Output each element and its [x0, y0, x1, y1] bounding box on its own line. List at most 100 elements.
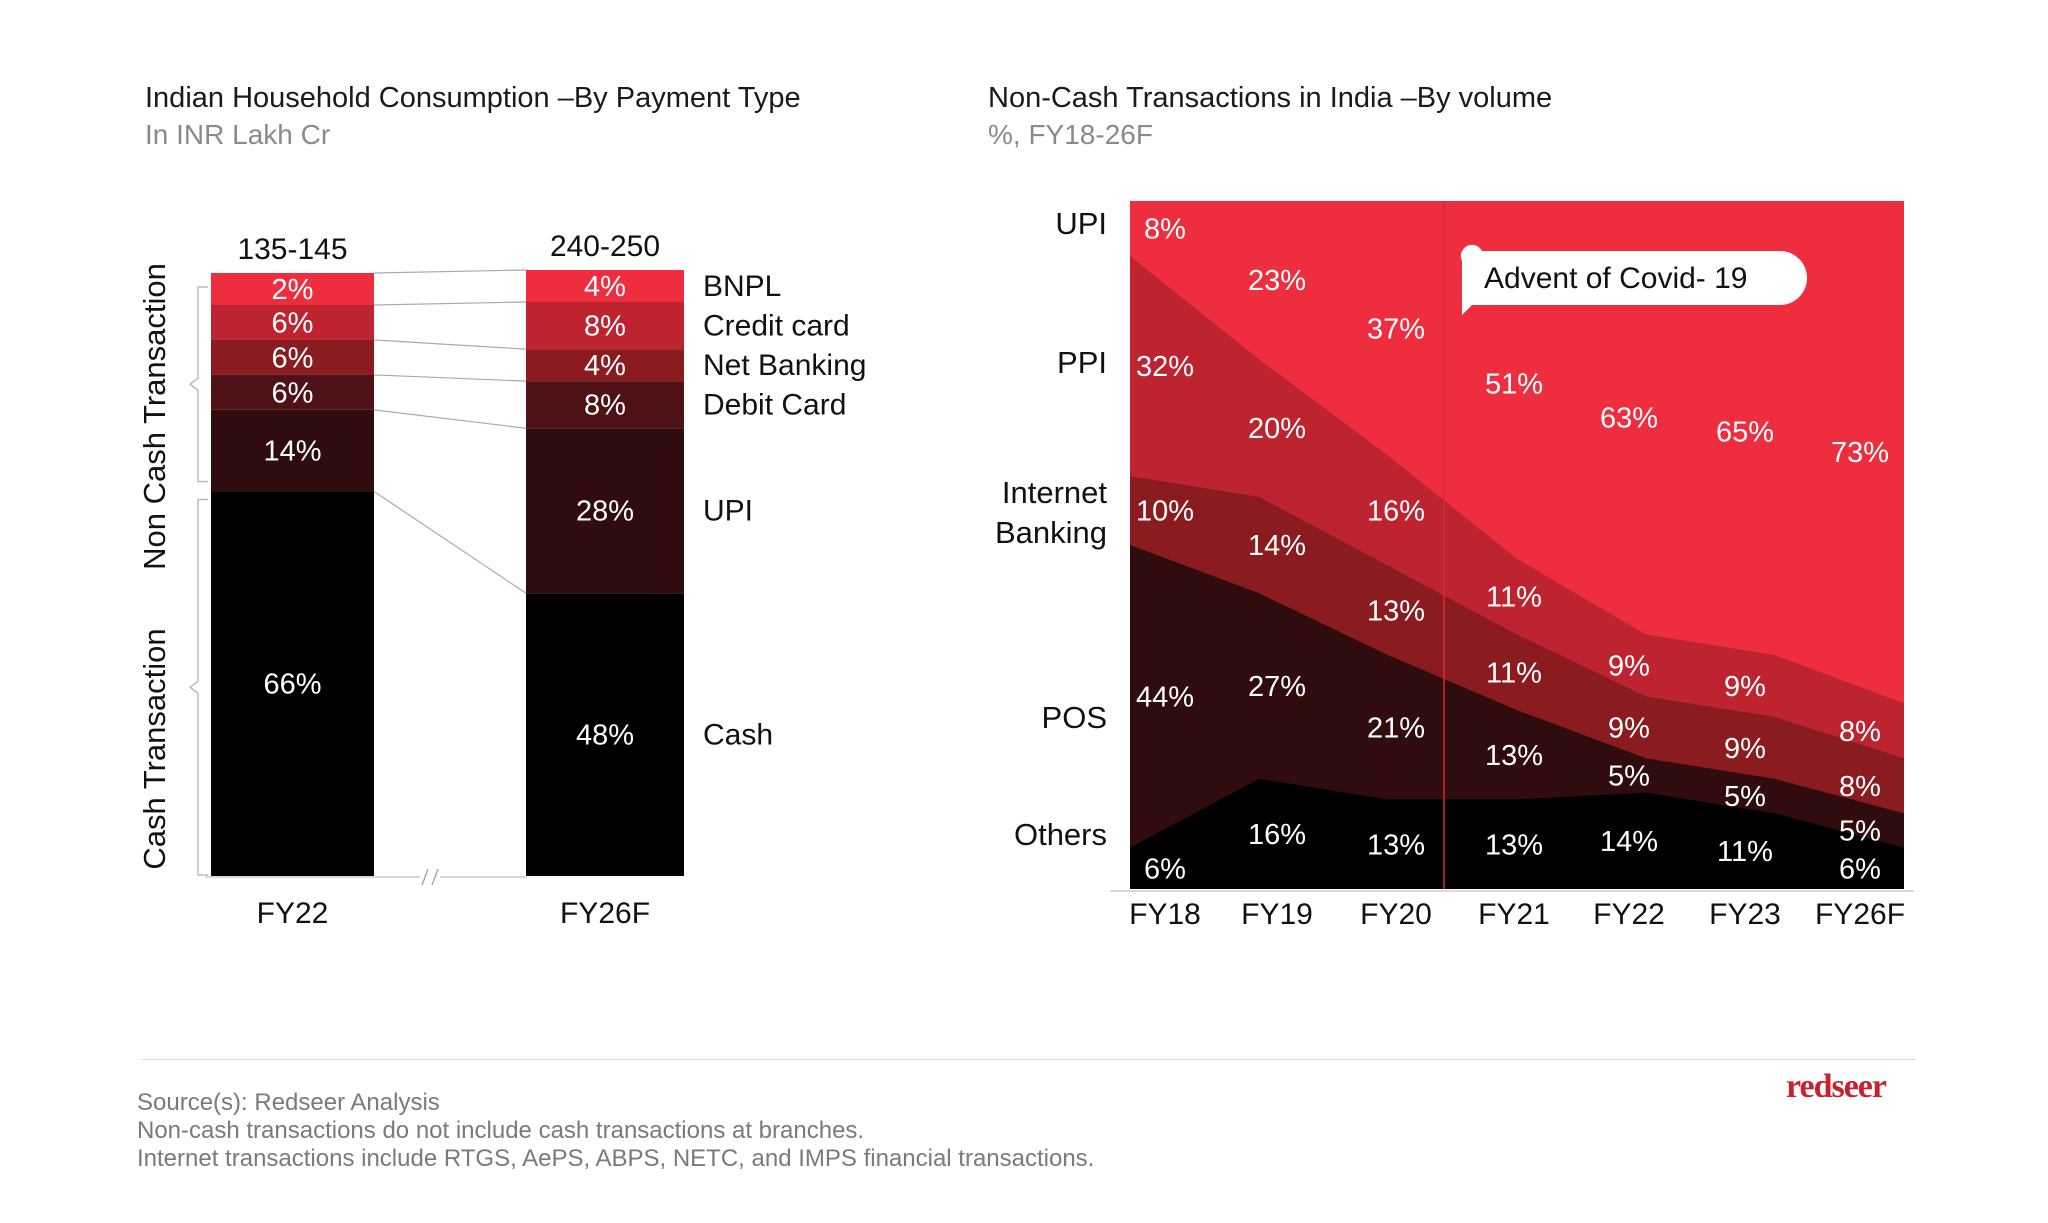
bar-label: 28%	[576, 496, 634, 528]
legend-label-cash: Cash	[703, 719, 773, 752]
group-label-cash: Cash Transaction	[137, 628, 172, 869]
bar-label: 6%	[272, 307, 314, 339]
area-data-label: 14%	[1248, 530, 1306, 562]
cash-bracket	[188, 498, 208, 876]
redseer-logo: redseer	[1786, 1068, 1887, 1105]
area-data-label: 65%	[1716, 416, 1774, 448]
bar-segment-fy22-upi	[211, 409, 374, 492]
bar-total-label: 135-145	[237, 233, 347, 266]
area-data-label: 13%	[1485, 740, 1543, 772]
area-data-label: 6%	[1839, 853, 1881, 885]
area-data-label: 11%	[1486, 657, 1542, 689]
bar-segment-fy26f-cash	[526, 593, 684, 876]
footer-source: Source(s): Redseer Analysis	[137, 1089, 440, 1116]
area-data-label: 37%	[1367, 313, 1425, 345]
bar-label: 6%	[272, 342, 314, 374]
right-chart-title: Non-Cash Transactions in India –By volum…	[988, 82, 1553, 114]
area-data-label: 14%	[1600, 826, 1658, 858]
area-data-label: 9%	[1724, 733, 1766, 765]
x-tick-label: FY22	[257, 897, 329, 930]
bar-segment-fy22-credit-card	[211, 305, 374, 340]
connector-line	[373, 409, 527, 429]
series-label-upi: UPI	[1055, 206, 1107, 241]
bar-segment-fy26f-bnpl	[526, 270, 684, 302]
bar-segment-fy22-bnpl	[211, 273, 374, 305]
legend-label-debit-card: Debit Card	[703, 389, 846, 422]
footer-note-2: Internet transactions include RTGS, AePS…	[137, 1145, 1095, 1172]
left-chart-subtitle: In INR Lakh Cr	[145, 119, 331, 150]
area-data-label: 32%	[1136, 351, 1194, 383]
area-data-label: 16%	[1248, 819, 1306, 851]
area-data-label: 51%	[1485, 368, 1543, 400]
area-data-label: 27%	[1248, 671, 1306, 703]
bar-label: 8%	[584, 311, 626, 343]
area-data-label: 13%	[1367, 829, 1425, 861]
connector-line	[373, 339, 527, 350]
bar-label: 48%	[576, 720, 634, 752]
area-data-label: 11%	[1717, 836, 1773, 868]
area-data-label: 5%	[1724, 781, 1766, 813]
right-chart-subtitle: %, FY18-26F	[988, 119, 1153, 150]
series-label-others: Others	[1014, 817, 1107, 852]
area-data-label: 5%	[1608, 760, 1650, 792]
series-label-internet-banking-line1: Internet	[1002, 475, 1108, 510]
x-tick-label: FY26F	[1815, 898, 1905, 931]
connector-line	[373, 269, 527, 274]
x-tick-label: FY21	[1478, 898, 1550, 931]
series-label-internet-banking-line2: Banking	[995, 515, 1107, 550]
bar-segment-fy22-debit-card	[211, 374, 374, 410]
area-others	[1130, 778, 1904, 889]
left-chart-title: Indian Household Consumption –By Payment…	[145, 82, 801, 114]
covid-callout-text: Advent of Covid- 19	[1484, 262, 1747, 295]
legend-label-upi: UPI	[703, 495, 753, 528]
area-data-label: 10%	[1136, 496, 1194, 528]
bar-label: 2%	[272, 274, 314, 306]
area-data-label: 9%	[1608, 650, 1650, 682]
area-data-label: 8%	[1144, 214, 1186, 246]
series-label-pos: POS	[1042, 700, 1107, 735]
area-data-label: 5%	[1839, 816, 1881, 848]
series-label-ppi: PPI	[1057, 345, 1107, 380]
group-label-non-cash: Non Cash Transaction	[137, 263, 172, 570]
area-data-label: 9%	[1724, 671, 1766, 703]
bar-segment-fy26f-credit-card	[526, 302, 684, 350]
bar-label: 4%	[584, 271, 626, 303]
area-data-label: 9%	[1608, 712, 1650, 744]
footer-divider	[141, 1059, 1916, 1060]
x-tick-label: FY18	[1129, 898, 1201, 931]
area-data-label: 16%	[1367, 496, 1425, 528]
bar-total-label: 240-250	[550, 230, 660, 263]
bar-segment-fy26f-upi	[526, 428, 684, 594]
bar-segment-fy26f-debit-card	[526, 381, 684, 429]
area-data-label: 13%	[1485, 829, 1543, 861]
x-tick-label: FY22	[1593, 898, 1665, 931]
area-data-label: 23%	[1248, 265, 1306, 297]
area-data-label: 73%	[1831, 437, 1889, 469]
connector-line	[373, 374, 527, 382]
area-data-label: 63%	[1600, 403, 1658, 435]
area-data-label: 13%	[1367, 595, 1425, 627]
connector-line	[373, 301, 527, 306]
area-data-label: 21%	[1367, 712, 1425, 744]
area-data-label: 20%	[1248, 413, 1306, 445]
legend-label-bnpl: BNPL	[703, 270, 781, 303]
area-data-label: 8%	[1839, 771, 1881, 803]
bar-label: 66%	[263, 669, 321, 701]
connector-line	[373, 490, 527, 594]
charts-canvas: 66%14%6%6%6%2%135-145FY2248%28%8%4%8%4%2…	[137, 201, 1914, 931]
area-data-label: 6%	[1144, 853, 1186, 885]
footer-note-1: Non-cash transactions do not include cas…	[137, 1117, 865, 1144]
bar-segment-fy22-cash	[211, 491, 374, 876]
bar-label: 8%	[584, 390, 626, 422]
footer-notes: Source(s): Redseer Analysis Non-cash tra…	[137, 1089, 1094, 1173]
bar-segment-fy22-net-banking	[211, 339, 374, 375]
area-data-label: 44%	[1136, 681, 1194, 713]
legend-label-net-banking: Net Banking	[703, 349, 866, 382]
x-tick-label: FY20	[1360, 898, 1432, 931]
bar-segment-fy26f-net-banking	[526, 349, 684, 382]
legend-label-credit-card: Credit card	[703, 310, 850, 343]
bar-label: 14%	[263, 436, 321, 468]
axis-break-mark	[431, 868, 439, 886]
bar-label: 6%	[272, 377, 314, 409]
bar-label: 4%	[584, 350, 626, 382]
